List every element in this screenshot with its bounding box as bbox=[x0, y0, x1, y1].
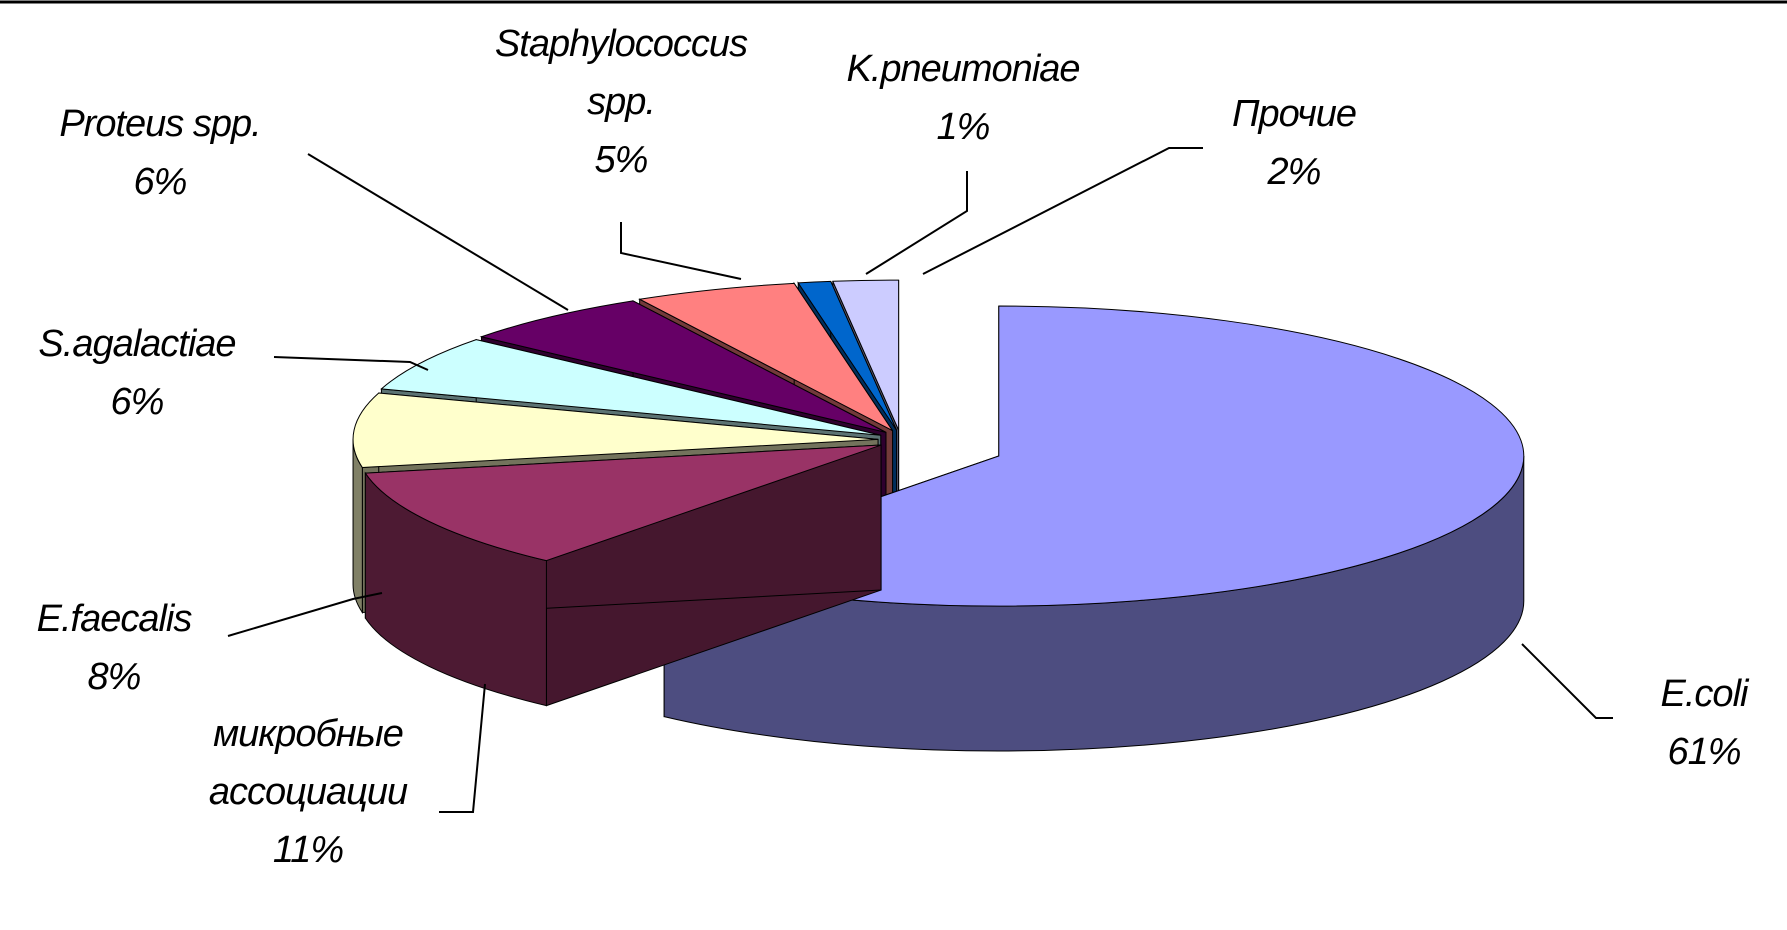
slice-top bbox=[364, 444, 882, 562]
slice-top bbox=[832, 279, 900, 431]
slice-name: S.agalactiae bbox=[38, 323, 236, 365]
leader-lines bbox=[227, 147, 1613, 813]
slice-value-label: 6% bbox=[133, 161, 188, 203]
slice-value-label: 5% bbox=[594, 139, 649, 181]
slice-name: Staphylococcus spp. bbox=[494, 23, 748, 123]
leader-line bbox=[439, 683, 486, 813]
leader-line bbox=[865, 171, 968, 275]
slice-label: E.faecalis 8% bbox=[0, 590, 264, 706]
slice-top bbox=[638, 282, 893, 432]
slice-name: E.coli bbox=[1660, 673, 1749, 715]
slice-value-label: 1% bbox=[936, 106, 991, 148]
slice-label: микробные ассоциации 11% bbox=[168, 705, 448, 879]
slice-top bbox=[479, 300, 887, 433]
slice-name: K.pneumoniae bbox=[846, 48, 1080, 90]
slice-value-label: 11% bbox=[272, 829, 344, 871]
slice-label: S.agalactiae 6% bbox=[0, 315, 287, 431]
slice-name: Proteus spp. bbox=[59, 103, 261, 145]
slice-label: K.pneumoniae 1% bbox=[803, 40, 1123, 156]
slice-label: Прочие 2% bbox=[1144, 85, 1444, 201]
slice-label: E.coli 61% bbox=[1554, 665, 1787, 781]
slice-top bbox=[352, 392, 879, 469]
slice-value-label: 61% bbox=[1667, 731, 1741, 773]
leader-line bbox=[273, 356, 429, 371]
slices bbox=[352, 279, 1525, 752]
leader-line bbox=[307, 153, 569, 311]
slice-name: E.faecalis bbox=[36, 598, 193, 640]
slice-value-label: 2% bbox=[1267, 151, 1322, 193]
slice-value-label: 6% bbox=[110, 381, 165, 423]
leader-line bbox=[922, 147, 1203, 275]
leader-line bbox=[620, 222, 742, 280]
leader-line bbox=[1521, 643, 1613, 719]
slice-top bbox=[380, 339, 881, 436]
slice-name: микробные ассоциации bbox=[208, 713, 408, 813]
slice-top bbox=[797, 280, 898, 431]
slice-label: Staphylococcus spp. 5% bbox=[471, 15, 771, 189]
slice-value-label: 8% bbox=[87, 656, 142, 698]
slice-name: Прочие bbox=[1231, 93, 1357, 135]
leader-line bbox=[227, 592, 383, 637]
slice-label: Proteus spp. 6% bbox=[10, 95, 310, 211]
